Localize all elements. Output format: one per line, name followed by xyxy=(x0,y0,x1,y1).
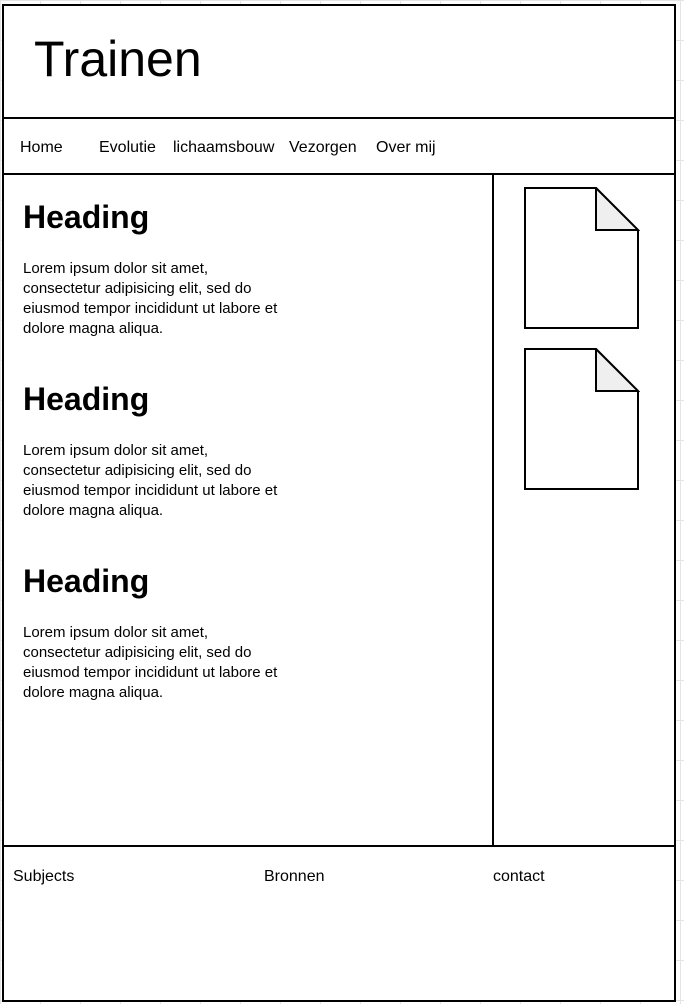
article-body: Lorem ipsum dolor sit amet, consectetur … xyxy=(23,624,278,701)
article-heading: Heading xyxy=(23,381,150,417)
nav-item-vezorgen[interactable]: Vezorgen xyxy=(289,139,357,156)
nav-item-evolutie[interactable]: Evolutie xyxy=(99,139,156,156)
article: Heading Lorem ipsum dolor sit amet, cons… xyxy=(23,201,323,339)
main-content: Heading Lorem ipsum dolor sit amet, cons… xyxy=(4,175,494,845)
sidebar xyxy=(494,175,674,845)
article: Heading Lorem ipsum dolor sit amet, cons… xyxy=(23,565,323,703)
site-footer: Subjects Bronnen contact xyxy=(4,845,674,1002)
footer-link-bronnen[interactable]: Bronnen xyxy=(264,868,325,885)
document-icon xyxy=(524,187,640,329)
footer-link-contact[interactable]: contact xyxy=(493,868,545,885)
main-nav: Home Evolutie lichaamsbouw Vezorgen Over… xyxy=(4,119,674,175)
site-header: Trainen xyxy=(4,6,674,119)
page-frame: Trainen Home Evolutie lichaamsbouw Vezor… xyxy=(2,4,676,1002)
article-heading: Heading xyxy=(23,199,150,235)
footer-link-subjects[interactable]: Subjects xyxy=(13,868,75,885)
article: Heading Lorem ipsum dolor sit amet, cons… xyxy=(23,383,323,521)
article-heading: Heading xyxy=(23,563,150,599)
site-title: Trainen xyxy=(34,31,202,87)
nav-item-home[interactable]: Home xyxy=(20,139,63,156)
article-body: Lorem ipsum dolor sit amet, consectetur … xyxy=(23,260,278,337)
article-body: Lorem ipsum dolor sit amet, consectetur … xyxy=(23,442,278,519)
document-icon xyxy=(524,348,640,490)
nav-item-lichaamsbouw[interactable]: lichaamsbouw xyxy=(173,139,275,156)
nav-item-over-mij[interactable]: Over mij xyxy=(376,139,436,156)
